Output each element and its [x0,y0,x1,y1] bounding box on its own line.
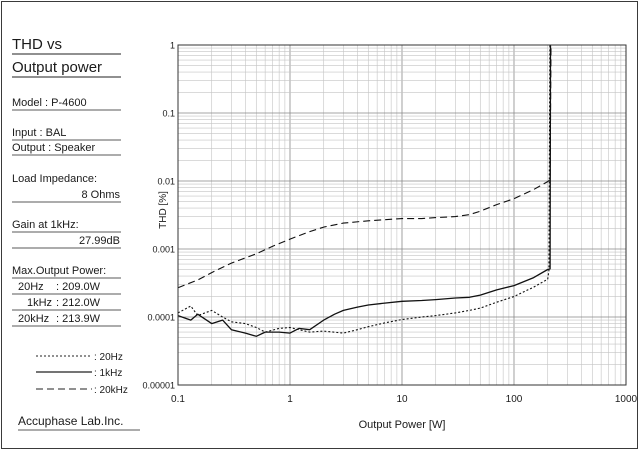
gain-value: 27.99dB [79,235,120,247]
y-tick-label: 0.1 [162,109,175,119]
plot-series [177,44,552,337]
series-line-20khz [177,44,552,289]
x-tick-label: 1000 [615,394,638,405]
gain-label: Gain at 1kHz: [12,219,79,231]
x-tick-label: 0.1 [171,394,185,405]
x-axis-label: Output Power [W] [359,419,446,431]
maxpower-value-0: : 209.0W [56,281,101,293]
plot-grid [177,45,626,386]
maxpower-freq-2: 20kHz [18,313,49,325]
output-text: Output : Speaker [12,142,95,154]
x-tick-label: 10 [396,394,408,405]
y-tick-label: 0.0001 [147,313,175,323]
y-tick-label: 0.001 [152,245,175,255]
maxpower-label: Max.Output Power: [12,265,106,277]
maxpower-value-1: : 212.0W [56,297,101,309]
info-panel: THD vs Output power Model : P-4600 Input… [12,36,140,431]
axis-ticks: 0.1 1 10 100 1000 1 0.1 0.01 0.001 0.0001 0.00001 [142,41,637,406]
load-value: 8 Ohms [81,189,120,201]
x-tick-label: 1 [287,394,293,405]
title-line2: Output power [12,59,102,76]
x-tick-label: 100 [506,394,523,405]
maxpower-freq-0: 20Hz [18,281,44,293]
y-tick-label: 1 [170,41,175,51]
input-text: Input : BAL [12,127,66,139]
series-line-1khz [177,44,552,337]
model-text: Model : P-4600 [12,97,87,109]
y-tick-label: 0.00001 [142,381,175,391]
maxpower-freq-1: 1kHz [27,297,52,309]
y-tick-label: 0.01 [157,177,175,187]
y-axis-label: THD [%] [158,191,169,229]
title-line1: THD vs [12,36,62,53]
plot-area [177,44,627,386]
legend-label-1khz: : 1kHz [94,368,122,379]
legend-label-20khz: : 20kHz [94,385,128,396]
series-line-20hz [177,44,551,334]
load-label: Load Impedance: [12,173,97,185]
brand-text: Accuphase Lab.Inc. [18,414,123,428]
maxpower-value-2: : 213.9W [56,313,101,325]
legend-label-20hz: : 20Hz [94,352,123,363]
